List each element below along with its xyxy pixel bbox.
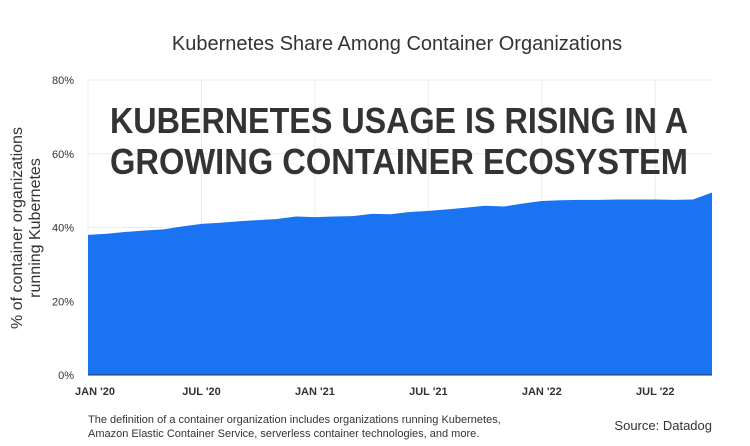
x-tick-label: JUL '21 — [409, 386, 448, 398]
x-tick-label: JUL '22 — [636, 386, 675, 398]
x-tick-label: JAN '21 — [295, 386, 335, 398]
y-tick-label: 40% — [52, 223, 74, 235]
y-tick-label: 20% — [52, 296, 74, 308]
x-tick-label: JUL '20 — [182, 386, 221, 398]
annotation: KUBERNETES USAGE IS RISING IN A — [110, 100, 688, 141]
source: Source: Datadog — [614, 418, 712, 433]
y-tick-label: 0% — [58, 370, 74, 382]
y-tick-label: 80% — [52, 75, 74, 87]
x-tick-label: JAN '22 — [522, 386, 562, 398]
chart-title: Kubernetes Share Among Container Organiz… — [172, 33, 622, 55]
annotation: GROWING CONTAINER ECOSYSTEM — [110, 141, 688, 182]
y-tick-label: 60% — [52, 149, 74, 161]
x-tick-label: JAN '20 — [75, 386, 115, 398]
footnote: Amazon Elastic Container Service, server… — [88, 428, 479, 440]
y-axis-title: % of container organizations running Kub… — [9, 127, 44, 329]
y-axis-title-line: % of container organizations — [9, 127, 26, 329]
footnote: The definition of a container organizati… — [88, 414, 501, 426]
y-axis-title-line: running Kubernetes — [27, 158, 44, 298]
area — [88, 192, 712, 375]
